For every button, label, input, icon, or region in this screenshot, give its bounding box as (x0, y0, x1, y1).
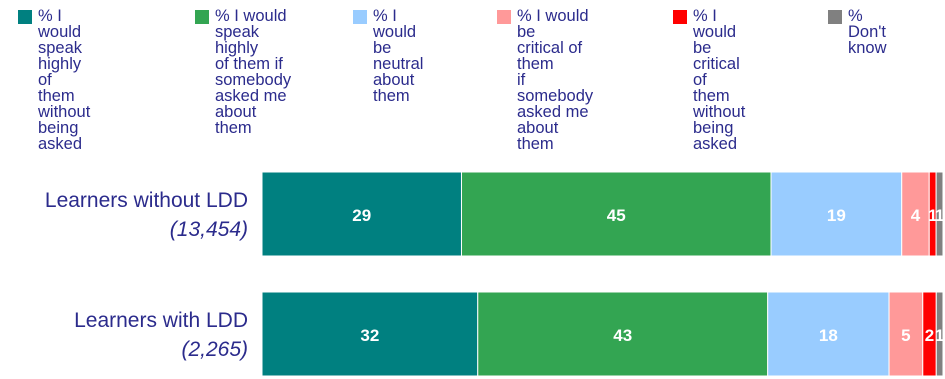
bar-value-label: 4 (911, 206, 921, 225)
bar-group: 29 45 19 4 11 (261, 171, 944, 257)
legend-label: % Don't know (848, 7, 887, 57)
legend-label: % I would speak highly of them if somebo… (215, 7, 292, 137)
legend-swatch (828, 10, 842, 24)
legend-swatch (497, 10, 511, 24)
bar-segment (901, 171, 930, 257)
bar-value-label: 1 (935, 206, 944, 225)
bar-segment (477, 291, 769, 377)
legend-label: % I would be neutral about them (373, 7, 424, 105)
legend-swatch (195, 10, 209, 24)
bar-value-label: 18 (819, 326, 838, 345)
legend-label: % I would speak highly of them without b… (38, 7, 91, 153)
category-count-label: (2,265) (181, 338, 248, 361)
bar-group: 32 43 18 5 2 1 (261, 291, 944, 377)
bar-value-label: 32 (360, 326, 379, 345)
category-count-label: (13,454) (170, 218, 248, 241)
category-label: Learners with LDD (74, 309, 248, 332)
bar-value-label: 43 (613, 326, 632, 345)
legend-swatch (353, 10, 367, 24)
legend-label: % I would be critical of them if somebod… (517, 7, 594, 153)
bar-segment (460, 171, 772, 257)
bar-value-label: 1 (928, 206, 937, 225)
category-label: Learners without LDD (45, 189, 248, 212)
bar-value-label: 45 (607, 206, 626, 225)
legend-label: % I would be critical of them without be… (693, 7, 746, 153)
bar-segment (935, 171, 944, 257)
bar-segment (261, 291, 479, 377)
bar-value-label: 19 (827, 206, 846, 225)
bar-value-label: 5 (901, 326, 910, 345)
bar-value-label: 2 (925, 326, 934, 345)
bar-segment (261, 171, 462, 257)
bar-value-label: 29 (352, 206, 371, 225)
bar-segment (935, 291, 944, 377)
legend-swatch (18, 10, 32, 24)
bar-segment (770, 171, 903, 257)
bar-value-label: 1 (935, 326, 944, 345)
legend: % I would speak highly of them without b… (0, 0, 945, 152)
bar-segment (767, 291, 890, 377)
legend-swatch (673, 10, 687, 24)
